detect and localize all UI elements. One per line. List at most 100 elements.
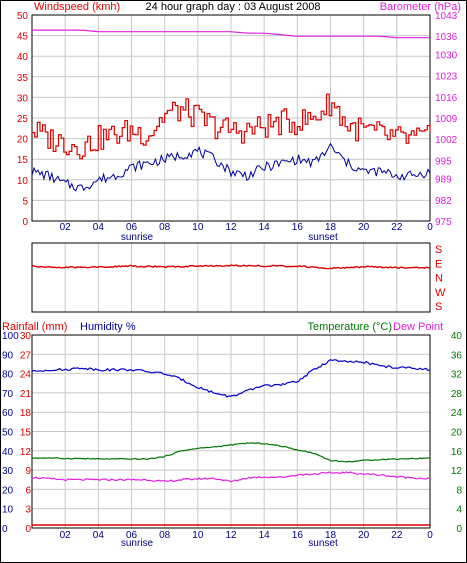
x-tick-top: 02	[60, 222, 72, 233]
x-tick-top: 18	[325, 222, 337, 233]
direction-tick: N	[435, 273, 443, 285]
temperature-tick: 4	[456, 505, 462, 516]
graph-title: 24 hour graph day : 03 August 2008	[146, 1, 321, 13]
barometer-tick: 1036	[435, 32, 458, 43]
humidity-line	[31, 359, 431, 398]
dewpoint-line	[31, 471, 431, 483]
rainfall-tick: 3	[25, 505, 31, 516]
barometer-tick: 1002	[435, 135, 458, 146]
rainfall-label: Rainfall (mm)	[2, 321, 67, 333]
direction-tick: S	[435, 244, 442, 256]
rainfall-tick: 15	[20, 428, 32, 439]
humidity-tick: 70	[2, 389, 14, 400]
x-tick-bottom: 14	[259, 530, 271, 541]
bottom-grid	[32, 335, 430, 528]
rainfall-tick: 0	[25, 524, 31, 535]
x-tick-bottom: 22	[391, 530, 403, 541]
x-tick-bottom: 18	[325, 530, 337, 541]
barometer-tick: 1016	[435, 93, 458, 104]
barometer-tick: 975	[435, 217, 452, 228]
humidity-tick: 20	[2, 485, 14, 496]
sunset-label-bottom: sunset	[308, 538, 338, 549]
temperature-tick: 28	[451, 389, 463, 400]
windspeed-tick: 25	[17, 114, 29, 125]
humidity-tick: 80	[2, 370, 14, 381]
temperature-label: Temperature (°C)	[308, 321, 392, 333]
x-tick-top: 12	[225, 222, 237, 233]
direction-tick: S	[435, 301, 442, 313]
x-tick-top: 20	[358, 222, 370, 233]
direction-grid	[64, 243, 398, 312]
humidity-axis: 0 10 20 30 40 50 60 70 80 90 100	[2, 331, 19, 535]
barometer-tick: 995	[435, 156, 452, 167]
windspeed-tick: 0	[22, 217, 28, 228]
windspeed-axis: 0 5 10 15 20 25 30 35 40 45 50	[17, 11, 29, 228]
direction-tick: W	[435, 287, 446, 299]
x-tick-bottom: 0	[427, 530, 433, 541]
windspeed-tick: 30	[17, 93, 29, 104]
x-tick-top: 0	[427, 222, 433, 233]
temperature-tick: 0	[456, 524, 462, 535]
windspeed-tick: 20	[17, 135, 29, 146]
x-tick-bottom: 16	[292, 530, 304, 541]
sunset-label-top: sunset	[308, 232, 338, 243]
barometer-axis: 975 982 989 995 1002 1009 1016 1023 1030 1036 1043	[435, 11, 458, 228]
barometer-label: Barometer (hPa)	[380, 1, 461, 13]
temperature-line	[31, 442, 431, 463]
x-tick-bottom: 02	[60, 530, 72, 541]
barometer-tick: 1009	[435, 114, 458, 125]
temperature-tick: 24	[451, 408, 463, 419]
windspeed-tick: 10	[17, 176, 29, 187]
temperature-tick: 8	[456, 485, 462, 496]
barometer-tick: 982	[435, 196, 452, 207]
top-grid	[32, 15, 430, 221]
x-tick-top: 08	[159, 222, 171, 233]
x-tick-bottom: 10	[192, 530, 204, 541]
direction-plot-frame	[31, 242, 431, 313]
barometer-tick: 1030	[435, 50, 458, 61]
sunrise-label-bottom: sunrise	[121, 538, 154, 549]
windspeed-tick: 35	[17, 73, 29, 84]
humidity-tick: 100	[2, 331, 19, 342]
direction-series	[31, 264, 431, 270]
windspeed-tick: 45	[17, 32, 29, 43]
humidity-tick: 90	[2, 350, 14, 361]
barometer-line	[32, 29, 430, 39]
x-tick-top: 22	[391, 222, 403, 233]
x-tick-top: 14	[259, 222, 271, 233]
humidity-tick: 30	[2, 466, 14, 477]
x-tick-top: 16	[292, 222, 304, 233]
direction-tick: E	[435, 258, 442, 270]
temperature-tick: 20	[451, 428, 463, 439]
x-tick-bottom: 20	[358, 530, 370, 541]
x-tick-bottom: 06	[126, 530, 138, 541]
humidity-tick: 40	[2, 447, 14, 458]
windspeed-tick: 50	[17, 11, 29, 22]
top-plot-frame	[31, 14, 431, 222]
barometer-tick: 989	[435, 175, 452, 186]
humidity-label: Humidity %	[80, 321, 136, 333]
rainfall-tick: 12	[20, 447, 32, 458]
temperature-tick: 16	[451, 447, 463, 458]
windspeed-tick: 5	[22, 196, 28, 207]
wind-direction-line	[31, 264, 431, 270]
x-tick-bottom: 08	[159, 530, 171, 541]
windspeed-average-line	[31, 142, 431, 192]
temperature-tick: 36	[451, 350, 463, 361]
x-tick-top: 10	[192, 222, 204, 233]
temperature-tick: 12	[451, 466, 463, 477]
temperature-axis: 0 4 8 12 16 20 24 28 32 36 40	[451, 331, 463, 535]
windspeed-tick: 15	[17, 155, 29, 166]
rainfall-tick: 21	[20, 389, 32, 400]
temperature-tick: 40	[451, 331, 463, 342]
rainfall-tick: 30	[20, 331, 32, 342]
x-tick-bottom: 04	[93, 530, 105, 541]
humidity-tick: 10	[2, 505, 14, 516]
windspeed-label: Windspeed (kmh)	[34, 1, 120, 13]
rainfall-tick: 18	[20, 408, 32, 419]
x-tick-bottom: 12	[225, 530, 237, 541]
temperature-tick: 32	[451, 370, 463, 381]
